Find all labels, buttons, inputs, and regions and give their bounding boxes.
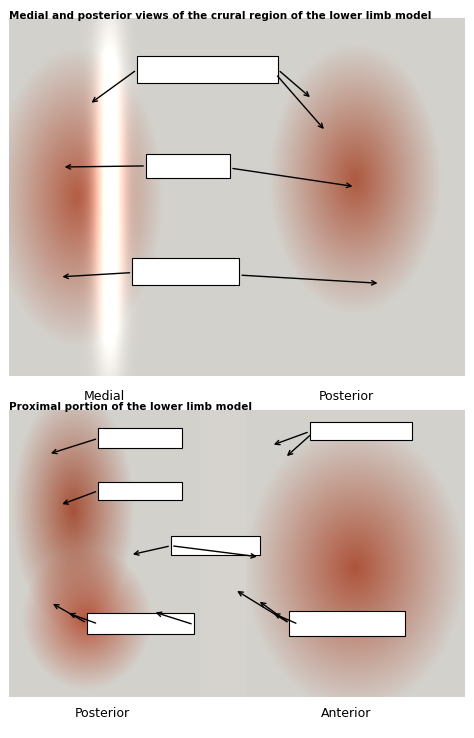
Text: Anterior: Anterior — [321, 707, 371, 720]
Bar — [289, 611, 405, 635]
Bar — [98, 428, 182, 449]
Bar — [87, 613, 194, 634]
Text: Posterior: Posterior — [319, 390, 374, 403]
Bar — [98, 481, 182, 500]
Bar — [310, 422, 412, 440]
Bar — [137, 56, 278, 83]
Text: Medial: Medial — [83, 390, 125, 403]
Text: Proximal portion of the lower limb model: Proximal portion of the lower limb model — [9, 402, 253, 413]
Text: Posterior: Posterior — [74, 707, 129, 720]
Bar — [171, 537, 260, 555]
Bar — [146, 154, 230, 178]
Text: Medial and posterior views of the crural region of the lower limb model: Medial and posterior views of the crural… — [9, 11, 432, 21]
Bar — [132, 258, 239, 285]
